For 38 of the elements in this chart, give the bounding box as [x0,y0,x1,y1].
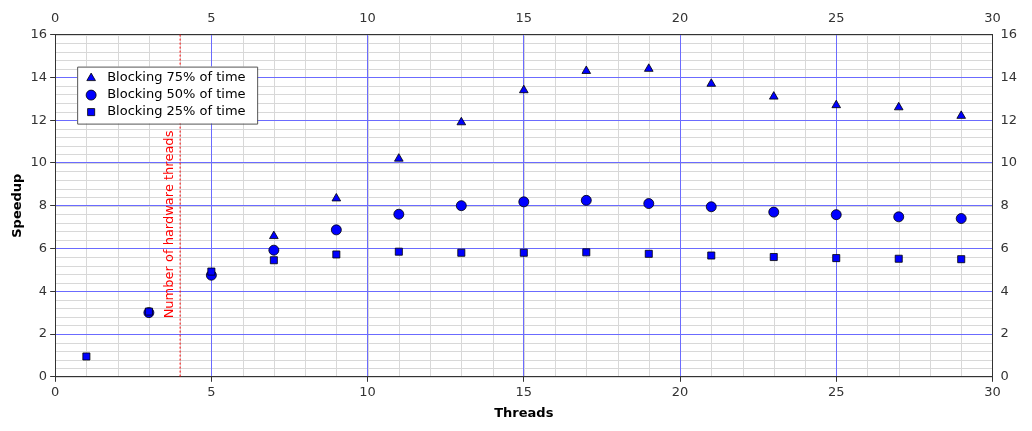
y-tick-label: 16 [30,25,48,41]
y-tick-label: 14 [30,68,48,84]
y2-tick-label: 12 [1000,111,1017,127]
y2-tick-label: 10 [1000,154,1017,170]
y-tick-label: 10 [30,154,48,170]
y2-tick-label: 4 [1000,282,1009,298]
x-tick-label: 15 [515,383,533,399]
ref-line-label: Number of hardware threads [160,130,176,319]
y-axis-title: Speedup [9,173,25,238]
x-axis-title: Threads [494,404,554,420]
x2-tick-label: 25 [827,10,845,26]
x2-tick-label: 20 [671,10,689,26]
x2-tick-label: 0 [51,10,60,26]
y-tick-label: 12 [30,111,48,127]
x-tick-label: 25 [827,383,845,399]
x-tick-label: 20 [671,383,689,399]
x-tick-label: 0 [51,383,60,399]
legend-label: Blocking 50% of time [107,86,246,102]
x2-tick-label: 5 [207,10,216,26]
y2-tick-label: 2 [1000,325,1009,341]
y-tick-label: 8 [38,197,48,213]
legend-label: Blocking 25% of time [107,103,246,119]
y2-tick-label: 8 [1000,197,1009,213]
y2-tick-label: 6 [1000,239,1009,255]
x-tick-label: 5 [207,383,216,399]
y-tick-label: 6 [38,239,48,255]
y2-tick-label: 14 [1000,68,1017,84]
legend-label: Blocking 75% of time [107,69,246,85]
x-tick-label: 30 [984,383,1001,399]
y-tick-label: 2 [38,325,48,341]
x2-tick-label: 30 [984,10,1001,26]
x2-tick-label: 10 [359,10,376,26]
y2-tick-label: 16 [1000,25,1017,41]
y-tick-label: 0 [38,368,48,384]
x2-tick-label: 15 [515,10,533,26]
y2-tick-label: 0 [1000,368,1009,384]
y-tick-label: 4 [38,282,48,298]
x-tick-label: 10 [359,383,376,399]
